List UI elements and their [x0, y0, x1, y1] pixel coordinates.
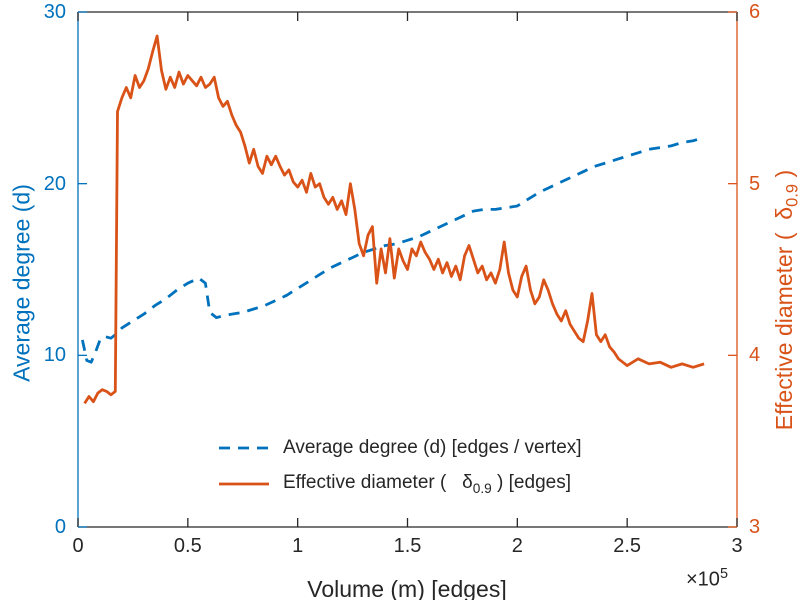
x-axis-exponent-label: ×105 [686, 566, 728, 591]
left-y-tick-label: 30 [43, 1, 66, 23]
left-y-tick-label: 20 [43, 172, 66, 195]
x-tick-label: 2 [511, 535, 523, 557]
legend-item-effective-diameter: Effective diameter ( δ0.9 ) [edges] [218, 472, 582, 496]
left-y-tick-label: 0 [54, 516, 66, 538]
series-line-effective-diameter [83, 34, 705, 405]
x-tick-label: 1.5 [393, 535, 422, 557]
x-tick-label: 2.5 [613, 535, 642, 557]
series-line-average-degree [81, 135, 705, 364]
x-tick-label: 1 [292, 535, 304, 557]
left-y-tick-label: 10 [43, 344, 66, 367]
legend-line-sample [219, 482, 269, 486]
right-y-tick-label: 6 [749, 1, 761, 23]
x-tick-label: 3 [731, 535, 743, 557]
legend-line-sample [219, 446, 269, 450]
x-tick-label: 0.5 [173, 535, 202, 557]
left-y-axis-label: Average degree (d) [8, 184, 35, 382]
right-y-tick-label: 3 [749, 516, 761, 538]
right-y-axis-label: Effective diameter ( δ0.9 ) [770, 169, 802, 431]
x-axis-label: Volume (m) [edges] [307, 576, 507, 600]
legend-label: Average degree (d) [edges / vertex] [283, 437, 582, 458]
right-y-tick-label: 4 [749, 344, 761, 367]
legend: Average degree (d) [edges / vertex] Effec… [218, 437, 582, 496]
right-y-tick-label: 5 [749, 172, 761, 195]
legend-item-average-degree: Average degree (d) [edges / vertex] [218, 437, 582, 459]
x-tick-label: 0 [72, 535, 84, 557]
legend-label: Effective diameter ( δ0.9 ) [edges] [283, 472, 571, 496]
